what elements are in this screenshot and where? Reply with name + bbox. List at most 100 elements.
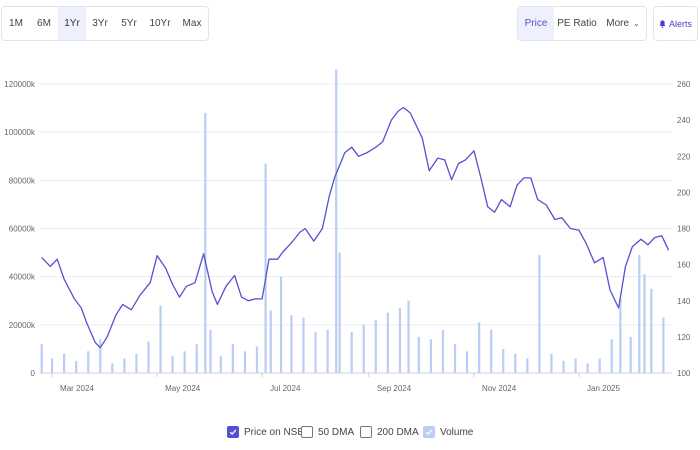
price-line xyxy=(41,106,670,349)
volume-bar xyxy=(550,353,553,373)
price-tick-label: 260 xyxy=(677,80,691,89)
legend-50dma-toggle[interactable]: 50 DMA xyxy=(301,424,354,440)
volume-bar xyxy=(231,344,234,373)
volume-bar xyxy=(407,300,410,373)
volume-bar xyxy=(338,252,341,373)
range-5yr-button[interactable]: 5Yr xyxy=(121,18,137,29)
volume-bar xyxy=(638,254,641,373)
volume-bar xyxy=(398,307,402,373)
legend-volume-toggle[interactable]: Volume xyxy=(423,424,473,440)
more-label: More xyxy=(606,18,630,29)
volume-bar xyxy=(314,332,317,373)
legend-price-label: Price on NSE xyxy=(244,426,305,438)
volume-bar xyxy=(650,288,653,373)
grid-lines xyxy=(40,83,672,374)
legend-50dma-label: 50 DMA xyxy=(318,426,355,438)
legend-200dma-label: 200 DMA xyxy=(377,426,419,438)
range-3yr-button[interactable]: 3Yr xyxy=(92,18,108,29)
volume-bar xyxy=(514,353,517,373)
alerts-button[interactable]: Alerts xyxy=(653,6,698,41)
volume-bar xyxy=(478,322,481,373)
legend-200dma-toggle[interactable]: 200 DMA xyxy=(360,424,419,440)
range-max-button[interactable]: Max xyxy=(182,18,202,29)
date-tick-label: Mar 2024 xyxy=(60,384,94,393)
volume-bar xyxy=(574,358,577,373)
volume-bar xyxy=(159,305,162,373)
range-6m-button[interactable]: 6M xyxy=(37,18,51,29)
volume-bar xyxy=(99,339,102,373)
volume-bars xyxy=(40,69,665,374)
volume-bar xyxy=(441,329,445,373)
volume-bar xyxy=(326,329,329,373)
price-tick-label: 180 xyxy=(677,225,691,234)
volume-bar xyxy=(490,329,493,373)
more-dropdown-button[interactable]: More ⌄ xyxy=(600,7,646,40)
volume-tick-label: 120000k xyxy=(4,80,36,89)
volume-tick-label: 20000k xyxy=(9,321,36,330)
volume-bar xyxy=(147,341,150,373)
price-tick-label: 220 xyxy=(677,152,691,161)
volume-bar xyxy=(50,358,54,373)
volume-bar xyxy=(87,351,90,373)
volume-bar xyxy=(123,358,126,373)
volume-bar xyxy=(526,358,529,373)
price-axis: 100 120 140 160 180 200 220 240 260 xyxy=(677,80,691,378)
range-10yr-button[interactable]: 10Yr xyxy=(149,18,171,29)
price-tick-label: 200 xyxy=(677,188,691,197)
volume-bar xyxy=(362,324,365,373)
volume-bar xyxy=(586,363,589,373)
time-range-selector: 1M 6M 1Yr 3Yr 5Yr 10Yr Max xyxy=(1,6,209,41)
price-tick-label: 160 xyxy=(677,261,691,270)
volume-bar xyxy=(279,276,283,373)
volume-bar xyxy=(302,317,305,373)
volume-bar xyxy=(135,353,138,373)
price-tick-label: 240 xyxy=(677,116,691,125)
volume-bar xyxy=(538,254,541,373)
volume-bar xyxy=(255,346,259,373)
volume-bar xyxy=(219,356,222,373)
volume-tick-label: 80000k xyxy=(9,176,36,185)
legend-volume-label: Volume xyxy=(440,426,474,438)
price-tick-label: 100 xyxy=(677,369,691,378)
volume-bar xyxy=(374,320,377,373)
price-line-layer xyxy=(41,106,670,349)
volume-bar xyxy=(243,351,247,373)
volume-bar xyxy=(350,332,353,373)
checkbox-empty-icon xyxy=(360,426,372,438)
range-1m-button[interactable]: 1M xyxy=(9,18,23,29)
volume-bar xyxy=(335,69,338,374)
volume-bar xyxy=(429,339,433,373)
volume-bar xyxy=(662,317,665,373)
volume-bar xyxy=(386,312,389,373)
volume-bar xyxy=(562,360,565,373)
volume-bar xyxy=(183,351,186,373)
volume-bar xyxy=(502,348,505,373)
volume-bar xyxy=(204,112,207,374)
date-tick-label: Sep 2024 xyxy=(377,384,412,393)
volume-tick-label: 60000k xyxy=(9,225,36,234)
volume-bar xyxy=(111,363,114,373)
volume-axis: 0 20000k 40000k 60000k 80000k 100000k 120000k xyxy=(4,80,36,378)
volume-bar xyxy=(63,353,66,373)
date-tick-label: Jul 2024 xyxy=(270,384,301,393)
legend-price-toggle[interactable]: Price on NSE xyxy=(227,424,304,440)
volume-tick-label: 100000k xyxy=(4,128,36,137)
volume-bar xyxy=(195,344,198,373)
alerts-label: Alerts xyxy=(668,18,692,29)
volume-bar xyxy=(264,163,267,373)
volume-bar xyxy=(290,315,293,373)
volume-bar xyxy=(598,358,601,373)
volume-bar xyxy=(619,298,622,373)
volume-bar xyxy=(629,336,632,373)
date-tick-label: Jan 2025 xyxy=(587,384,620,393)
date-tick-label: Nov 2024 xyxy=(482,384,517,393)
price-tick-label: 140 xyxy=(677,297,691,306)
price-view-button[interactable]: Price xyxy=(518,7,554,40)
price-tick-label: 120 xyxy=(677,333,691,342)
chart-view-selector: Price PE Ratio More ⌄ xyxy=(517,6,647,41)
checkbox-checked-icon xyxy=(227,426,239,438)
pe-ratio-view-button[interactable]: PE Ratio xyxy=(557,18,597,29)
range-1yr-button[interactable]: 1Yr xyxy=(58,7,86,40)
volume-tick-label: 0 xyxy=(31,369,36,378)
